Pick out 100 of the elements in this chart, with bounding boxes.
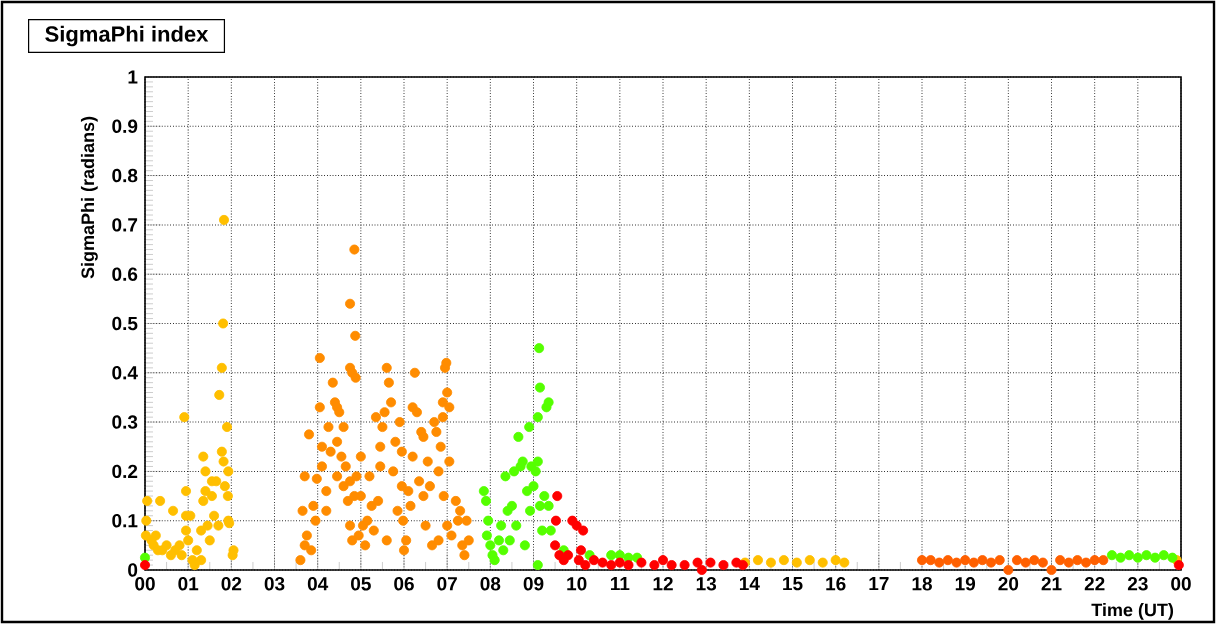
point [606,550,617,561]
point [140,560,150,571]
x-tick-label: 00 [1171,577,1191,591]
point [511,520,522,531]
point [934,557,945,568]
point [550,515,561,526]
point [545,525,556,536]
point [485,540,496,551]
chart-title: SigmaPhi index [45,25,209,47]
y-tick-label: 0.9 [112,119,138,134]
point [1141,550,1152,561]
point [705,557,716,568]
point [1072,555,1083,566]
point [513,431,524,442]
y-tick-label: 0.7 [112,218,138,232]
y-tick-label: 1 [128,70,138,84]
x-tick-label: 21 [1041,577,1062,591]
point [986,557,997,568]
point [571,520,582,531]
point [1063,557,1074,568]
x-tick-label: 18 [912,577,932,591]
point [1098,555,1109,566]
x-tick-label: 04 [307,577,329,591]
point [636,557,647,568]
x-tick-label: 11 [610,577,630,591]
point [1046,564,1057,575]
x-tick-label: 20 [998,577,1019,591]
x-tick-label: 22 [1084,577,1105,591]
point [1106,550,1117,561]
point [530,466,541,477]
x-tick-label: 03 [264,577,285,591]
point [1055,555,1066,566]
point [506,500,517,511]
point [614,557,625,568]
x-tick-label: 07 [437,577,457,591]
point [563,550,574,561]
x-tick-label: 00 [135,577,155,591]
point [489,555,500,566]
point [692,557,703,568]
point [525,505,536,516]
point [696,564,707,575]
point [481,495,492,506]
point [481,530,492,541]
x-tick-label: 06 [394,577,414,591]
point [539,491,550,502]
y-tick-label: 0.4 [112,366,138,380]
point [960,555,971,566]
x-tick-label: 19 [955,577,976,591]
x-tick-label: 02 [221,577,242,591]
x-tick-label: 16 [826,577,846,591]
point [917,555,928,566]
y-tick-label: 0.2 [112,464,138,479]
x-tick-label: 08 [480,577,501,591]
y-tick-label: 0.5 [112,316,138,331]
x-tick-label: 09 [523,577,544,591]
point [483,515,494,526]
point [517,456,528,467]
point [534,382,545,393]
y-tick-label: 0.6 [112,267,138,281]
point [679,560,690,571]
point [537,525,548,536]
point [532,560,543,571]
point [623,560,634,571]
point [658,555,668,566]
point [925,555,936,566]
point [528,481,539,492]
point [597,557,608,568]
point [532,412,543,423]
point [994,555,1005,566]
x-tick-label: 13 [696,577,717,591]
point [942,555,953,566]
x-tick-label: 15 [783,577,803,591]
point [500,471,511,482]
point [1167,552,1178,563]
point [977,555,988,566]
point [1173,560,1184,571]
x-tick-label: 01 [178,577,199,591]
point [951,557,962,568]
point [534,500,545,511]
point [1158,550,1169,561]
point [532,456,543,467]
point [1011,555,1022,566]
point [1029,555,1040,566]
point [1124,550,1135,561]
point [1081,557,1092,568]
x-tick-label: 23 [1127,577,1148,591]
point [578,525,589,536]
y-axis-title: SigmaPhi (radians) [80,116,98,279]
point [1115,552,1126,563]
point [606,560,617,571]
point [478,486,489,497]
point [543,397,554,408]
point [718,560,729,571]
point [1089,555,1100,566]
point [496,520,507,531]
x-tick-label: 10 [567,577,587,591]
point [524,422,535,433]
x-tick-label: 12 [653,577,673,591]
x-axis-title: Time (UT) [1091,603,1174,620]
x-tick-label: 17 [869,577,889,591]
